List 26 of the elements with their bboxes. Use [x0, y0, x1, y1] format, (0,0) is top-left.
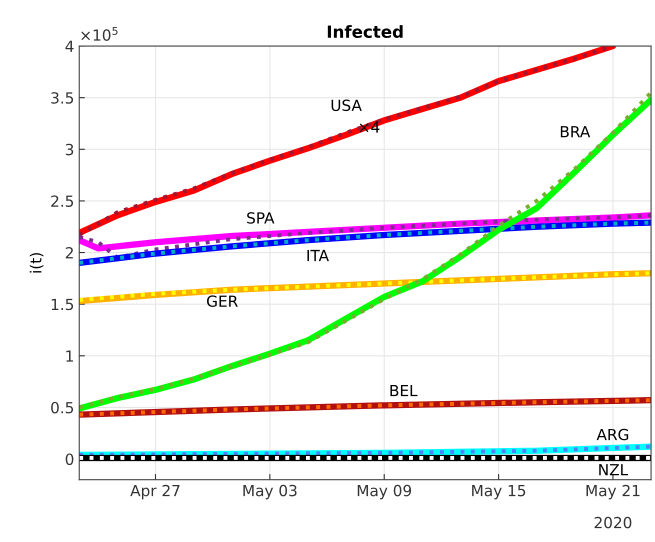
y-tick-label: 4	[65, 40, 74, 52]
series-label: ARG	[596, 428, 628, 440]
y-tick-label: 1.5	[52, 298, 74, 310]
text: ×10$^{5}$	[81, 26, 118, 41]
x-tick-label: May 03	[243, 484, 297, 500]
series-label: SPA	[247, 212, 274, 224]
y-tick-label: 2	[66, 247, 73, 258]
x-tick-label: May 21	[586, 484, 640, 500]
series-label: USA	[332, 100, 362, 112]
y-tick-label: 0.5	[51, 402, 74, 414]
y-tick-label: 0	[66, 453, 74, 466]
text: 2020	[594, 516, 632, 528]
x-tick-label: May 15	[472, 485, 526, 500]
y-axis-title: i(t)	[30, 253, 44, 273]
y-tick-label: 3.5	[51, 92, 74, 104]
y-tick-label: 2.5	[51, 195, 74, 207]
chart-title: Infected	[328, 25, 403, 38]
series-label: ITA	[307, 250, 329, 262]
x-tick-label: Apr 27	[130, 484, 180, 500]
series-label: NZL	[599, 464, 628, 476]
series-label: BRA	[560, 126, 590, 138]
series-label: BEL	[390, 385, 418, 396]
y-tick-label: 1	[66, 350, 73, 362]
y-tick-label: 3	[66, 144, 74, 156]
x-tick-label: May 09	[358, 484, 412, 500]
series-label: GER	[207, 295, 238, 307]
